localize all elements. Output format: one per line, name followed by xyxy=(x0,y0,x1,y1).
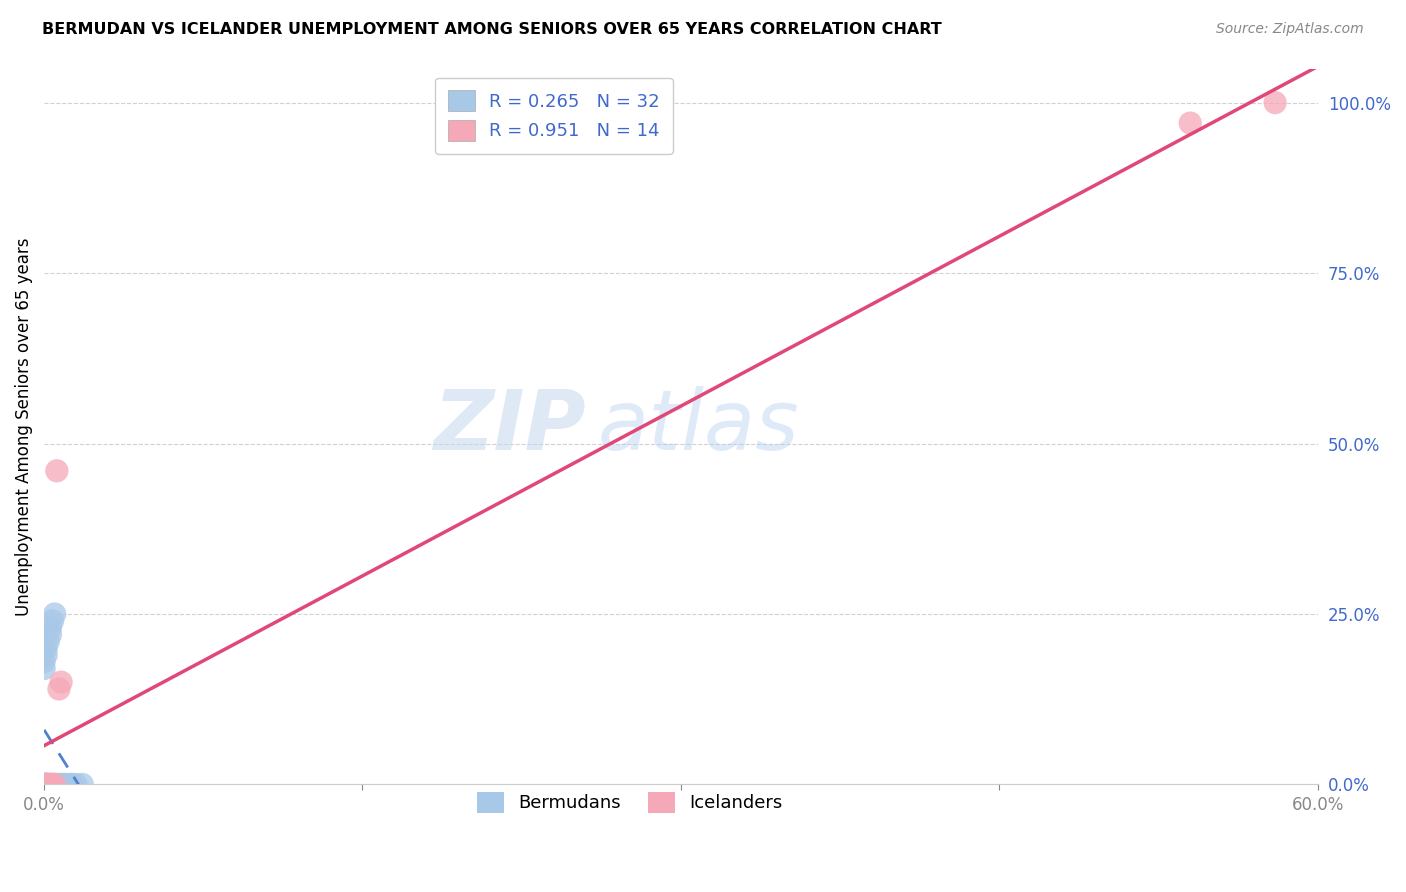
Point xyxy=(32,661,55,675)
Point xyxy=(41,777,63,791)
Point xyxy=(37,777,59,791)
Point xyxy=(37,777,59,791)
Point xyxy=(32,777,55,791)
Point xyxy=(37,777,59,791)
Point xyxy=(32,777,55,791)
Point xyxy=(53,777,76,791)
Point xyxy=(32,777,55,791)
Point xyxy=(49,777,72,791)
Text: ZIP: ZIP xyxy=(433,386,585,467)
Text: BERMUDAN VS ICELANDER UNEMPLOYMENT AMONG SENIORS OVER 65 YEARS CORRELATION CHART: BERMUDAN VS ICELANDER UNEMPLOYMENT AMONG… xyxy=(42,22,942,37)
Point xyxy=(35,777,58,791)
Point xyxy=(1264,95,1286,110)
Point xyxy=(35,648,58,662)
Point xyxy=(35,777,58,791)
Point xyxy=(32,777,55,791)
Point xyxy=(44,607,66,621)
Point xyxy=(39,627,62,641)
Point xyxy=(58,777,80,791)
Point xyxy=(41,614,63,628)
Text: Source: ZipAtlas.com: Source: ZipAtlas.com xyxy=(1216,22,1364,37)
Point xyxy=(39,621,62,635)
Point xyxy=(60,777,83,791)
Point xyxy=(49,675,72,690)
Point xyxy=(45,464,67,478)
Point xyxy=(37,634,59,648)
Point xyxy=(52,777,75,791)
Point xyxy=(44,777,66,791)
Point xyxy=(32,777,55,791)
Point xyxy=(65,777,87,791)
Point xyxy=(72,777,94,791)
Point xyxy=(1180,116,1202,130)
Legend: Bermudans, Icelanders: Bermudans, Icelanders xyxy=(464,780,796,825)
Point xyxy=(39,777,62,791)
Point xyxy=(35,641,58,656)
Point xyxy=(48,681,70,696)
Point xyxy=(45,777,67,791)
Point xyxy=(48,777,70,791)
Y-axis label: Unemployment Among Seniors over 65 years: Unemployment Among Seniors over 65 years xyxy=(15,237,32,615)
Point xyxy=(35,777,58,791)
Point xyxy=(32,655,55,669)
Point xyxy=(37,777,59,791)
Text: atlas: atlas xyxy=(598,386,800,467)
Point xyxy=(32,777,55,791)
Point xyxy=(39,777,62,791)
Point xyxy=(35,777,58,791)
Point xyxy=(44,777,66,791)
Point xyxy=(32,777,55,791)
Point xyxy=(35,777,58,791)
Point xyxy=(41,777,63,791)
Point xyxy=(32,777,55,791)
